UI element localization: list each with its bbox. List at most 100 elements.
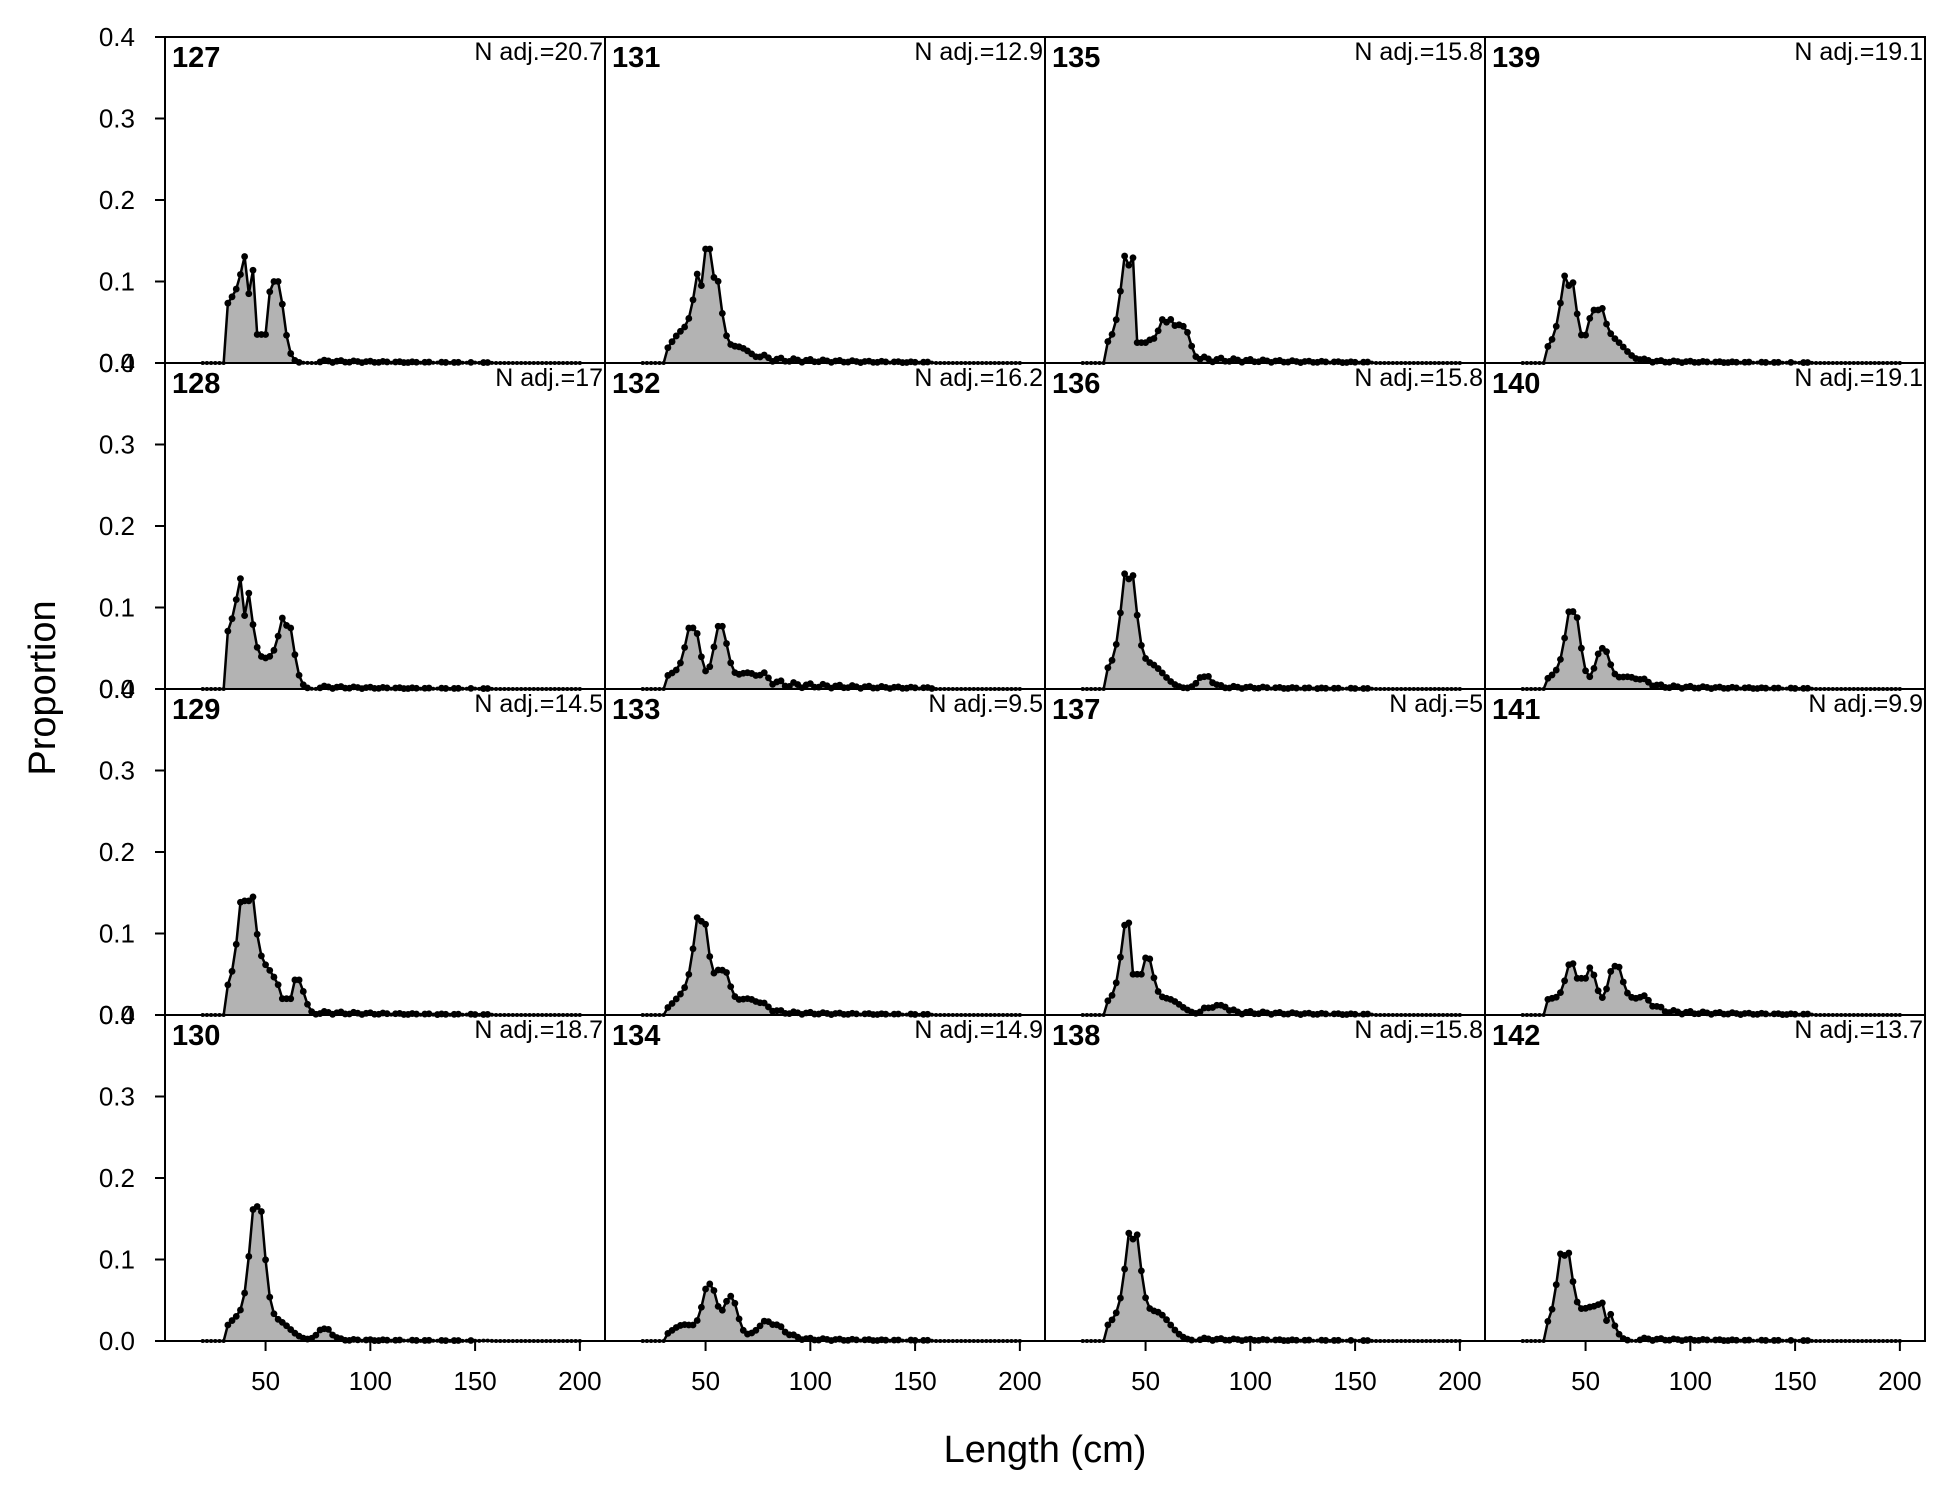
data-point (1117, 287, 1124, 295)
data-point (278, 300, 286, 308)
data-point (1117, 1294, 1124, 1302)
data-point (1619, 978, 1627, 986)
data-point (1573, 1298, 1581, 1306)
panel-id-label: 134 (612, 1020, 660, 1052)
data-point (1104, 338, 1112, 345)
data-point (1657, 1003, 1665, 1011)
data-point (325, 1325, 332, 1333)
data-point (257, 952, 265, 960)
data-point (1167, 1321, 1175, 1329)
data-point (1108, 1316, 1116, 1324)
data-point (1590, 664, 1598, 672)
data-point (1142, 655, 1149, 662)
data-point (777, 1323, 785, 1331)
data-point (266, 966, 274, 974)
y-tick-label: 0.2 (99, 185, 135, 215)
panel-136: 136 N adj.=15.8 (1044, 362, 1486, 692)
y-tick-label: 0.1 (99, 1245, 135, 1275)
data-point (1150, 974, 1158, 982)
data-point (232, 1312, 240, 1320)
data-point (1552, 1281, 1560, 1289)
data-point (710, 1287, 718, 1294)
n-adj-label: N adj.=19.1 (1794, 364, 1923, 392)
data-point (245, 290, 253, 298)
data-point (723, 1297, 730, 1305)
data-point (697, 282, 705, 289)
data-point (287, 350, 295, 357)
data-point (727, 1292, 735, 1300)
data-point (232, 285, 240, 293)
data-point (1544, 1318, 1552, 1325)
panel-133-border (604, 688, 1046, 1016)
data-point (1561, 977, 1569, 985)
panel-127-area (202, 256, 580, 363)
x-tick-label: 100 (1669, 1366, 1712, 1396)
panel-137-area (1082, 922, 1460, 1015)
data-point (1615, 963, 1623, 971)
data-point (697, 1303, 705, 1311)
panel-139-border (1484, 36, 1926, 364)
data-point (241, 612, 249, 620)
data-point (266, 288, 274, 296)
n-adj-label: N adj.=14.9 (914, 1016, 1043, 1044)
data-point (274, 632, 282, 640)
x-tick-label: 50 (1131, 1366, 1160, 1396)
data-point (266, 1293, 274, 1301)
panel-id-label: 138 (1052, 1020, 1100, 1052)
panel-142-area (1522, 1252, 1900, 1341)
data-point (1557, 989, 1564, 997)
panel-140: 140 N adj.=19.1 (1484, 362, 1926, 692)
data-point (689, 945, 697, 953)
panel-id-label: 131 (612, 42, 660, 74)
panel-137-border (1044, 688, 1486, 1016)
data-point (1125, 919, 1133, 927)
data-point (1598, 1299, 1606, 1307)
data-point (245, 1253, 253, 1260)
data-point (1607, 1310, 1615, 1318)
data-point (1598, 305, 1606, 312)
panel-137: 137 N adj.=5 (1044, 688, 1486, 1018)
panel-id-label: 142 (1492, 1020, 1540, 1052)
data-point (706, 953, 714, 960)
n-adj-label: N adj.=9.9 (1808, 690, 1923, 718)
panel-142-border (1484, 1014, 1926, 1342)
y-tick-label: 0.2 (99, 511, 135, 541)
data-point (693, 1317, 701, 1324)
data-point (1569, 608, 1577, 615)
n-adj-label: N adj.=16.2 (914, 364, 1043, 392)
data-point (299, 988, 307, 995)
data-point (727, 983, 735, 991)
data-point (1171, 1326, 1179, 1334)
y-tick-label: 0.2 (99, 837, 135, 867)
data-point (1117, 953, 1124, 961)
data-point (1548, 1305, 1556, 1313)
data-point (249, 266, 257, 274)
y-tick-label: 0.4 (99, 22, 135, 52)
data-point (1188, 342, 1196, 350)
data-point (1557, 655, 1564, 663)
data-point (287, 995, 295, 1003)
y-tick-label: 0.3 (99, 1082, 135, 1112)
y-tick-label: 0.2 (99, 1163, 135, 1193)
data-point (702, 920, 709, 928)
panel-id-label: 129 (172, 694, 220, 726)
panel-id-label: 128 (172, 368, 220, 400)
data-point (1619, 343, 1627, 351)
panel-141: 141 N adj.=9.9 (1484, 688, 1926, 1018)
panel-128-area (202, 578, 580, 689)
data-point (693, 270, 701, 278)
x-tick-label: 100 (1229, 1366, 1272, 1396)
data-point (1112, 316, 1120, 324)
data-point (1607, 968, 1615, 975)
panel-id-label: 137 (1052, 694, 1100, 726)
data-point (237, 1306, 244, 1314)
panel-id-label: 141 (1492, 694, 1540, 726)
data-point (677, 990, 684, 998)
data-point (1569, 960, 1577, 968)
data-point (718, 1306, 726, 1314)
data-point (1548, 671, 1556, 679)
panel-134: 134 N adj.=14.9 (604, 1014, 1046, 1344)
data-point (291, 651, 299, 659)
data-point (765, 674, 772, 682)
